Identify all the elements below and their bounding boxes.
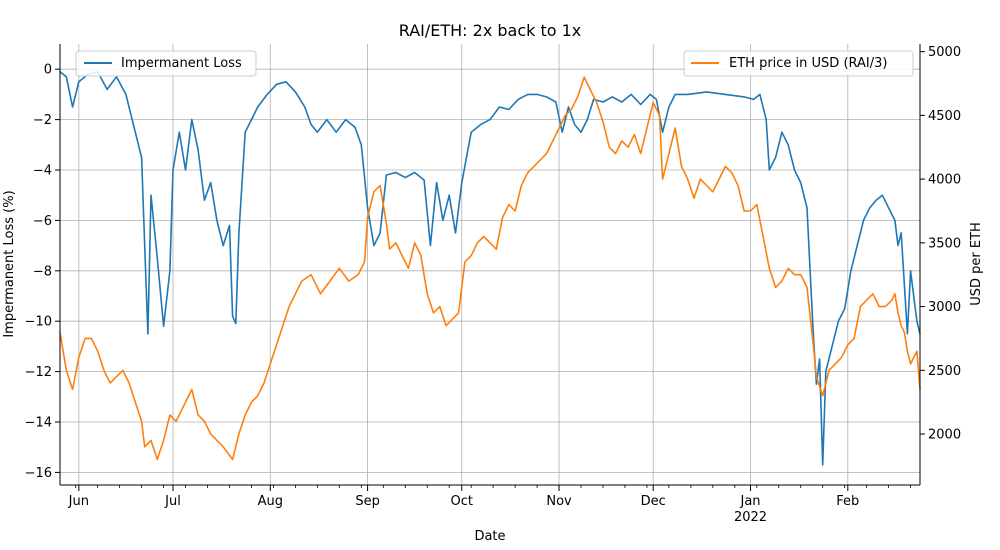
axes (59, 44, 921, 486)
left-tick-label: −10 (25, 315, 52, 330)
x-tick-sublabel: 2022 (734, 510, 767, 525)
left-tick-label: −14 (25, 416, 52, 431)
x-tick-label: Jun (68, 494, 89, 509)
right-tick-label: 4000 (928, 173, 961, 188)
right-tick-label: 2500 (928, 364, 961, 379)
left-tick-label: 0 (44, 63, 52, 78)
right-tick-label: 4500 (928, 109, 961, 124)
right-axis-ticks: 2000 2500 3000 3500 4000 4500 5000 (920, 45, 961, 443)
grid-lines (60, 44, 920, 485)
x-tick-label: Sep (355, 494, 380, 509)
left-tick-label: −16 (25, 466, 52, 481)
right-axis-label: USD per ETH (969, 222, 984, 306)
legend-eth-price: ETH price in USD (RAI/3) (683, 50, 914, 77)
x-axis-label: Date (474, 529, 505, 544)
right-tick-label: 3500 (928, 236, 961, 251)
left-tick-label: −12 (25, 365, 52, 380)
left-tick-label: −4 (33, 164, 52, 179)
right-tick-label: 3000 (928, 300, 961, 315)
legend-label-impermanent-loss: Impermanent Loss (121, 56, 242, 71)
x-tick-label: Jul (164, 494, 181, 509)
right-tick-label: 5000 (928, 45, 961, 60)
left-tick-label: −8 (33, 264, 52, 279)
series-line-impermanent-loss (59, 70, 921, 466)
x-tick-label: Feb (836, 494, 859, 509)
x-tick-label: Oct (451, 494, 473, 509)
legend-label-eth-price: ETH price in USD (RAI/3) (729, 56, 887, 71)
left-tick-label: −2 (33, 113, 52, 128)
left-tick-label: −6 (33, 214, 52, 229)
series-line-eth-price (59, 76, 921, 461)
right-tick-label: 2000 (928, 428, 961, 443)
x-tick-label: Jan (739, 494, 760, 509)
legend-impermanent-loss: Impermanent Loss (75, 50, 257, 77)
legend-box (75, 50, 257, 77)
series-layer (59, 70, 921, 466)
x-tick-label: Nov (546, 494, 572, 509)
legend-box (683, 50, 914, 77)
chart-title: RAI/ETH: 2x back to 1x (399, 21, 582, 40)
left-axis-label: Impermanent Loss (%) (2, 190, 17, 337)
x-tick-label: Dec (641, 494, 666, 509)
x-tick-label: Aug (258, 494, 283, 509)
left-axis-ticks: 0 −2 −4 −6 −8 −10 −12 −14 −16 (25, 63, 60, 481)
